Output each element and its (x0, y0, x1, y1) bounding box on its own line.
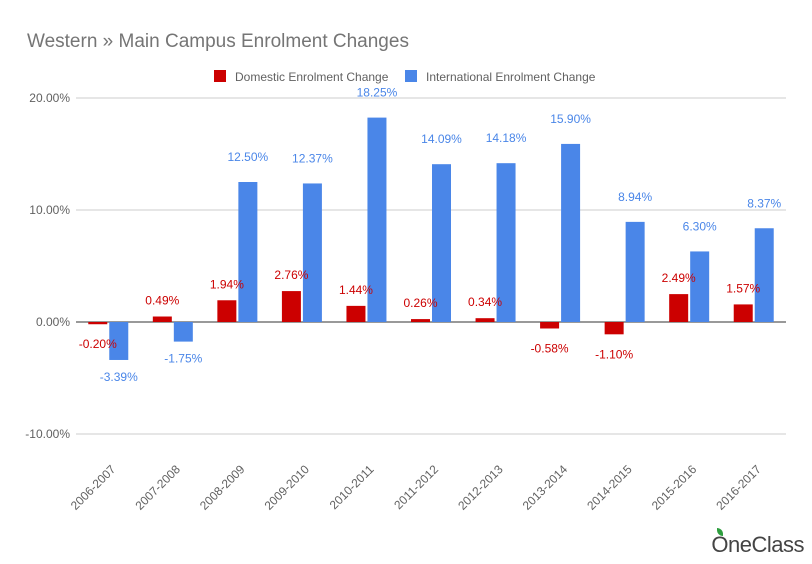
legend-label: International Enrolment Change (426, 70, 596, 84)
leaf-icon (717, 528, 724, 536)
domestic-data-label: 0.49% (145, 294, 179, 308)
x-tick-label: 2013-2014 (520, 462, 571, 513)
domestic-data-label: 1.57% (726, 281, 760, 295)
x-tick-label: 2015-2016 (649, 462, 700, 513)
domestic-bar (669, 294, 689, 322)
international-bar (690, 251, 710, 322)
international-bar (561, 143, 581, 322)
international-data-label: 14.09% (421, 132, 462, 146)
y-tick-label: 0.00% (36, 315, 70, 329)
gridlines (76, 97, 786, 435)
domestic-bar (604, 322, 624, 335)
x-tick-label: 2007-2008 (132, 462, 183, 513)
international-data-label: 8.37% (747, 196, 781, 210)
international-bar (625, 221, 645, 322)
y-tick-label: 20.00% (29, 91, 70, 105)
domestic-bar (152, 316, 172, 322)
legend-swatch (214, 70, 226, 82)
domestic-bar (281, 291, 301, 322)
domestic-data-label: 2.49% (662, 271, 696, 285)
domestic-bar (88, 322, 108, 325)
international-bar (432, 164, 451, 322)
y-axis: 20.00% 10.00% 0.00% -10.00% (25, 91, 70, 441)
international-data-label: 14.18% (486, 131, 527, 145)
chart-title: Western » Main Campus Enrolment Changes (27, 31, 409, 52)
international-bar (367, 117, 387, 322)
legend: Domestic Enrolment Change International E… (214, 70, 596, 84)
domestic-data-label: -0.20% (79, 337, 117, 351)
domestic-bar (475, 318, 495, 322)
x-tick-label: 2012-2013 (455, 462, 506, 513)
international-data-label: 8.94% (618, 190, 652, 204)
international-bar (238, 182, 258, 322)
domestic-data-label: 0.26% (403, 296, 437, 310)
domestic-bar (346, 305, 366, 322)
international-bar (173, 322, 193, 342)
y-tick-label: -10.00% (25, 427, 70, 441)
domestic-bar (411, 319, 430, 322)
international-bar (302, 183, 322, 322)
international-data-label: 12.50% (228, 150, 269, 164)
logo-text: OneClass (711, 532, 804, 557)
legend-label: Domestic Enrolment Change (235, 70, 389, 84)
x-tick-label: 2009-2010 (262, 462, 313, 513)
x-tick-label: 2016-2017 (713, 462, 764, 513)
domestic-data-label: 2.76% (274, 268, 308, 282)
x-axis: 2006-2007 2007-2008 2008-2009 2009-2010 2010… (68, 462, 764, 513)
international-data-label: -3.39% (100, 370, 138, 384)
oneclass-logo: OneClass (711, 528, 804, 558)
domestic-data-label: -0.58% (531, 341, 569, 355)
x-tick-label: 2008-2009 (197, 462, 248, 513)
data-labels: -0.20% -3.39% 0.49% -1.75% 1.94% 12.50% 2.76% 1… (79, 86, 782, 384)
domestic-data-label: 1.44% (339, 283, 373, 297)
y-tick-label: 10.00% (29, 203, 70, 217)
domestic-bar (733, 304, 753, 322)
domestic-data-label: 1.94% (210, 277, 244, 291)
international-data-label: 15.90% (550, 112, 591, 126)
domestic-data-label: 0.34% (468, 295, 502, 309)
legend-swatch (405, 70, 417, 82)
bars (88, 117, 774, 360)
international-data-label: -1.75% (164, 352, 202, 366)
international-bar (109, 322, 129, 360)
international-bar (754, 228, 774, 322)
x-tick-label: 2010-2011 (327, 462, 377, 512)
domestic-bar (217, 300, 237, 322)
international-data-label: 12.37% (292, 151, 333, 165)
domestic-data-label: -1.10% (595, 347, 633, 361)
international-bar (496, 163, 516, 322)
international-data-label: 6.30% (683, 219, 717, 233)
x-tick-label: 2006-2007 (68, 462, 119, 513)
x-tick-label: 2011-2012 (391, 462, 441, 512)
international-data-label: 18.25% (357, 86, 398, 100)
domestic-bar (540, 322, 560, 329)
x-tick-label: 2014-2015 (584, 462, 635, 513)
